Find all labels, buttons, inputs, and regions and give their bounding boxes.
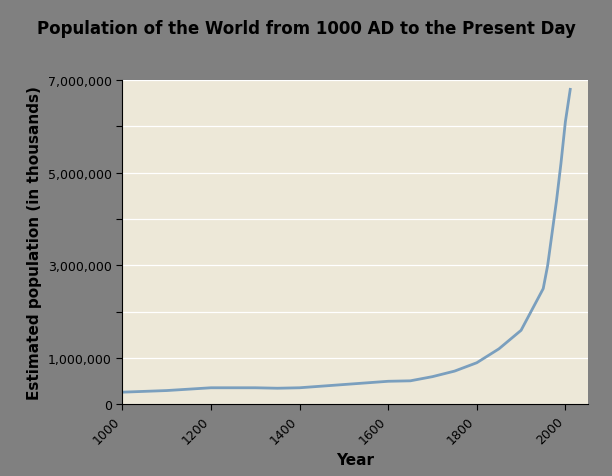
X-axis label: Year: Year (336, 452, 374, 467)
Text: Population of the World from 1000 AD to the Present Day: Population of the World from 1000 AD to … (37, 20, 575, 38)
Y-axis label: Estimated population (in thousands): Estimated population (in thousands) (28, 86, 42, 399)
